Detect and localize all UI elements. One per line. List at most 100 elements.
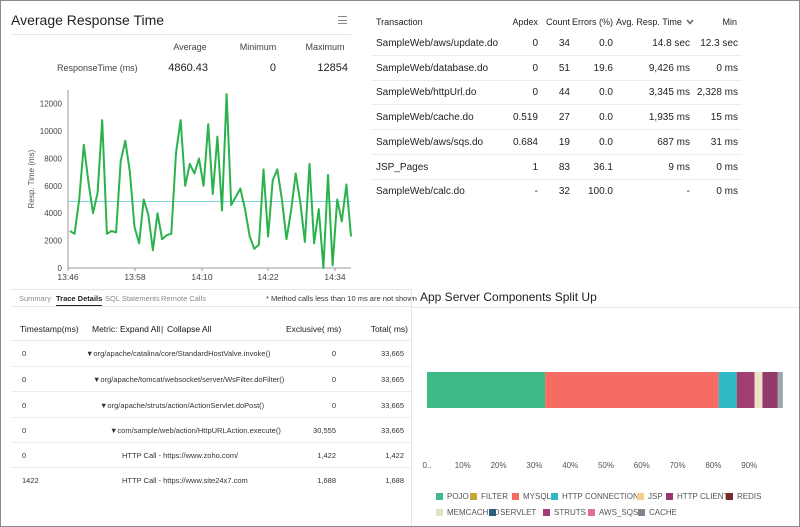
segment-http-client[interactable] xyxy=(762,372,778,408)
trace-exclusive: 1,688 xyxy=(317,476,336,485)
txn-errors: 100.0 xyxy=(587,186,613,198)
stat-header-minimum: Minimum xyxy=(239,42,277,52)
stat-header-average: Average xyxy=(173,42,207,52)
txn-col-avg-resp[interactable]: Avg. Resp. Time xyxy=(616,17,694,27)
legend-swatch xyxy=(436,493,443,500)
legend-swatch xyxy=(489,509,496,516)
col-total: Total( ms) xyxy=(370,324,408,334)
tab-remote-calls[interactable]: Remote Calls xyxy=(161,294,207,303)
legend-item-struts[interactable]: STRUTS xyxy=(543,508,586,517)
txn-min: 2,328 ms xyxy=(696,87,738,99)
y-axis-label: Resp. Time (ms) xyxy=(27,149,36,208)
txn-name[interactable]: SampleWeb/database.do xyxy=(376,62,489,74)
trace-metric[interactable]: ▼org/apache/struts/action/ActionServlet.… xyxy=(100,401,265,410)
col-exclusive: Exclusive( ms) xyxy=(286,324,342,334)
txn-apdex: 1 xyxy=(532,161,538,173)
txn-col-transaction[interactable]: Transaction xyxy=(376,17,423,27)
expand-all-link[interactable]: Expand All xyxy=(120,324,161,334)
trace-exclusive: 30,555 xyxy=(313,426,336,435)
txn-avg-resp: 1,935 ms xyxy=(648,112,690,124)
trace-exclusive: 0 xyxy=(331,375,336,384)
legend-item-servlet[interactable]: SERVLET xyxy=(489,508,536,517)
trace-metric[interactable]: ▼org/apache/tomcat/websocket/server/WsFi… xyxy=(93,375,285,384)
txn-min: 15 ms xyxy=(710,112,738,124)
txn-name[interactable]: SampleWeb/httpUrl.do xyxy=(376,87,477,99)
trace-metric[interactable]: ▼org/apache/catalina/core/StandardHostVa… xyxy=(86,349,271,358)
trace-exclusive: 1,422 xyxy=(317,451,336,460)
row-divider xyxy=(11,442,411,443)
trace-metric[interactable]: HTTP Call - https://www.site24x7.com xyxy=(122,476,248,485)
txn-apdex: 0 xyxy=(532,62,538,74)
percent-tick-label: 20% xyxy=(491,461,507,470)
collapse-all-link[interactable]: Collapse All xyxy=(167,324,212,334)
txn-apdex: 0.519 xyxy=(512,112,538,124)
txn-row-divider xyxy=(372,129,742,131)
txn-col-min[interactable]: Min xyxy=(722,17,737,27)
legend-item-http-connection[interactable]: HTTP CONNECTION xyxy=(551,492,639,501)
tab-sql-statements[interactable]: SQL Statements xyxy=(105,294,160,303)
stat-average: 4860.43 xyxy=(168,62,208,74)
segment-http-connection[interactable] xyxy=(718,372,737,408)
trace-metric[interactable]: ▼com/sample/web/action/HttpURLAction.exe… xyxy=(110,426,281,435)
txn-name[interactable]: SampleWeb/calc.do xyxy=(376,186,465,198)
txn-min: 0 ms xyxy=(716,161,738,173)
txn-count: 19 xyxy=(558,136,570,148)
segment-pojo[interactable] xyxy=(427,372,546,408)
trace-timestamp: 1422 xyxy=(22,476,39,485)
tab-summary[interactable]: Summary xyxy=(19,294,52,303)
chevron-down-icon[interactable] xyxy=(686,19,694,25)
trace-metric[interactable]: HTTP Call - https://www.zoho.com/ xyxy=(122,451,239,460)
percent-tick-label: 60% xyxy=(634,461,650,470)
response-time-chart: 0 2000 4000 6000 8000 10000 12000 Resp. Time (m… xyxy=(27,90,352,282)
y-tick-label: 6000 xyxy=(44,182,62,191)
trace-total: 33,665 xyxy=(381,426,404,435)
percent-tick-label: 30% xyxy=(526,461,542,470)
hamburger-menu-icon[interactable] xyxy=(338,16,347,24)
legend-item-mysql[interactable]: MYSQL xyxy=(512,492,551,501)
response-series-line xyxy=(69,93,352,269)
row-divider xyxy=(11,391,411,392)
legend-swatch xyxy=(512,493,519,500)
trace-timestamp: 0 xyxy=(22,451,27,460)
percent-tick-label: 90% xyxy=(741,461,757,470)
row-divider xyxy=(11,417,411,418)
txn-col-errors[interactable]: Errors (%) xyxy=(572,17,613,27)
txn-min: 12.3 sec xyxy=(700,38,738,49)
txn-apdex: 0 xyxy=(532,38,538,49)
segment-cache[interactable] xyxy=(777,372,783,408)
txn-name[interactable]: SampleWeb/aws/update.do xyxy=(376,38,499,49)
legend-item-cache[interactable]: CACHE xyxy=(638,508,677,517)
trace-total: 1,422 xyxy=(385,451,404,460)
title-divider xyxy=(11,34,351,35)
trace-exclusive: 0 xyxy=(331,349,336,358)
segment-mysql[interactable] xyxy=(545,372,719,408)
y-tick-label: 2000 xyxy=(44,237,62,246)
legend-item-aws-sqs[interactable]: AWS_SQS xyxy=(588,508,638,517)
txn-col-count[interactable]: Count xyxy=(545,17,570,27)
txn-col-apdex[interactable]: Apdex xyxy=(512,17,538,27)
legend-item-http-client[interactable]: HTTP CLIENT xyxy=(666,492,728,501)
x-tick-label: 14:34 xyxy=(324,272,346,282)
txn-row-divider xyxy=(372,104,742,106)
panel-vertical-divider xyxy=(411,289,412,526)
txn-row-divider xyxy=(372,55,742,56)
legend-label: POJO xyxy=(447,492,469,501)
txn-errors: 19.6 xyxy=(593,62,613,74)
x-tick-label: 14:22 xyxy=(257,272,279,282)
txn-min: 0 ms xyxy=(716,186,738,198)
legend-item-redis[interactable]: REDIS xyxy=(726,492,761,501)
legend-item-filter[interactable]: FILTER xyxy=(470,492,508,501)
legend-item-memcached[interactable]: MEMCACHED xyxy=(436,508,499,517)
txn-name[interactable]: JSP_Pages xyxy=(376,161,429,173)
segment-memcached[interactable] xyxy=(754,372,763,408)
legend-item-pojo[interactable]: POJO xyxy=(436,492,469,501)
txn-name[interactable]: SampleWeb/aws/sqs.do xyxy=(376,136,484,148)
txn-count: 44 xyxy=(558,87,570,99)
trace-timestamp: 0 xyxy=(22,375,27,384)
legend-swatch xyxy=(637,493,644,500)
x-tick-label: 13:58 xyxy=(124,272,146,282)
txn-name[interactable]: SampleWeb/cache.do xyxy=(376,112,474,124)
segment-struts[interactable] xyxy=(736,372,755,408)
txn-errors: 0.0 xyxy=(599,38,613,49)
legend-item-jsp[interactable]: JSP xyxy=(637,492,663,501)
